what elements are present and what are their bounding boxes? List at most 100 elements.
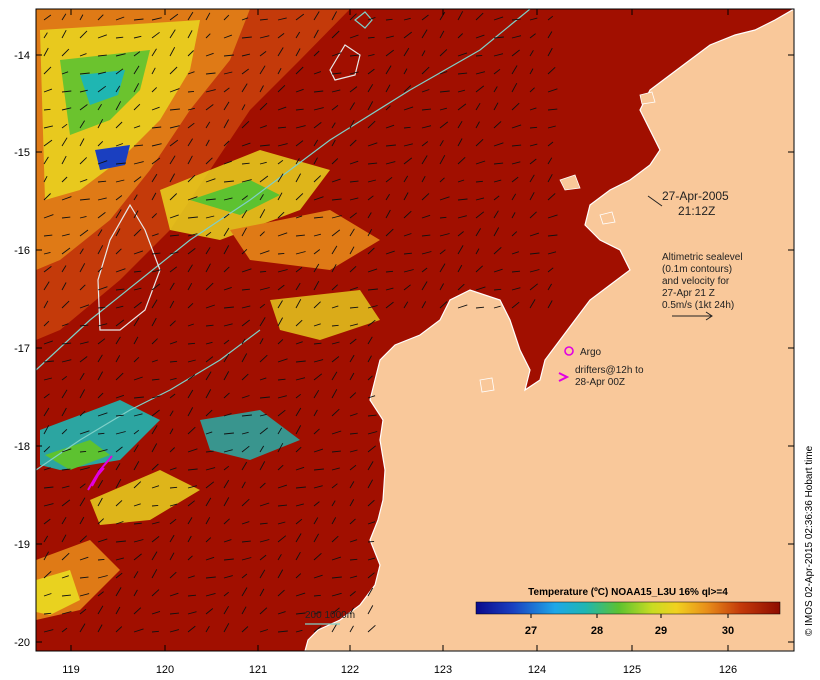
velocity-arrow: [61, 71, 69, 75]
velocity-arrow: [187, 500, 195, 507]
velocity-arrow: [547, 125, 556, 129]
velocity-arrow: [421, 281, 428, 291]
velocity-arrow: [169, 13, 179, 21]
velocity-arrow: [241, 53, 251, 57]
velocity-arrow: [61, 300, 70, 309]
velocity-arrow: [151, 283, 161, 291]
velocity-arrow: [97, 338, 106, 345]
velocity-arrow: [277, 521, 286, 525]
velocity-arrow: [349, 518, 356, 525]
velocity-arrow: [133, 503, 141, 507]
velocity-arrow: [295, 215, 303, 219]
velocity-arrow: [259, 377, 267, 381]
velocity-arrow: [385, 301, 394, 309]
velocity-arrow: [421, 251, 432, 255]
velocity-arrow: [241, 142, 251, 147]
velocity-arrow: [169, 552, 175, 561]
velocity-arrow: [331, 215, 342, 219]
x-tick-label: 124: [528, 664, 546, 676]
altimetry-line-3: and velocity for: [662, 276, 730, 287]
bathymetry-label: 200 1000m: [305, 610, 355, 621]
velocity-arrow: [385, 193, 390, 201]
velocity-arrow: [331, 89, 341, 93]
velocity-arrow: [331, 450, 341, 453]
velocity-arrow: [133, 589, 138, 597]
velocity-arrow: [169, 341, 178, 345]
velocity-arrow: [547, 214, 558, 219]
velocity-arrow: [151, 569, 158, 579]
velocity-arrow: [241, 521, 250, 525]
velocity-arrow: [61, 107, 72, 111]
velocity-arrow: [511, 124, 522, 129]
velocity-arrow: [43, 125, 54, 129]
velocity-arrow: [259, 445, 265, 453]
velocity-arrow: [259, 413, 267, 417]
velocity-arrow: [367, 395, 376, 399]
velocity-arrow: [349, 34, 359, 39]
velocity-arrow: [205, 431, 213, 435]
velocity-arrow: [115, 572, 123, 579]
velocity-arrow: [421, 141, 429, 147]
velocity-arrow: [115, 101, 122, 111]
velocity-arrow: [313, 71, 322, 75]
velocity-arrow: [295, 425, 302, 435]
velocity-arrow: [331, 324, 339, 327]
velocity-arrow: [169, 360, 178, 363]
velocity-arrow: [403, 252, 412, 255]
velocity-arrow: [259, 209, 266, 219]
velocity-arrow: [439, 301, 448, 309]
velocity-arrow: [43, 446, 51, 453]
velocity-arrow: [367, 540, 375, 543]
velocity-arrow: [349, 71, 359, 75]
velocity-arrow: [313, 485, 323, 489]
velocity-arrow: [151, 551, 158, 561]
velocity-arrow: [61, 428, 68, 435]
velocity-arrow: [349, 432, 358, 435]
velocity-arrow: [403, 233, 412, 237]
velocity-arrow: [43, 593, 52, 597]
velocity-arrow: [61, 627, 68, 633]
velocity-arrow: [205, 341, 213, 345]
velocity-arrow: [115, 414, 124, 417]
velocity-arrow: [151, 521, 160, 525]
velocity-arrow: [295, 341, 303, 345]
velocity-arrow: [439, 233, 450, 237]
velocity-arrow: [475, 85, 485, 93]
velocity-arrow: [457, 231, 464, 237]
velocity-arrow: [79, 430, 90, 435]
velocity-arrow: [295, 88, 304, 93]
velocity-arrow: [241, 540, 251, 543]
credit-label: © IMOS 02-Apr-2015 02:36:36 Hobart time: [804, 445, 815, 636]
velocity-arrow: [439, 140, 444, 147]
velocity-arrow: [277, 611, 286, 615]
velocity-arrow: [439, 121, 449, 129]
velocity-arrow: [259, 231, 265, 237]
velocity-arrow: [241, 395, 250, 399]
velocity-arrow: [169, 486, 178, 489]
velocity-arrow: [115, 557, 125, 561]
velocity-arrow: [331, 389, 338, 399]
velocity-arrow: [475, 12, 484, 21]
velocity-arrow: [313, 50, 320, 57]
velocity-arrow: [187, 535, 192, 543]
velocity-arrow: [43, 518, 51, 525]
velocity-arrow: [61, 48, 70, 57]
velocity-arrow: [115, 268, 126, 273]
velocity-arrow: [187, 11, 194, 21]
velocity-arrow: [385, 176, 393, 183]
velocity-arrow: [547, 31, 553, 39]
velocity-arrow: [277, 484, 288, 489]
velocity-arrow: [61, 342, 72, 345]
velocity-arrow: [349, 539, 358, 543]
velocity-arrow: [385, 228, 394, 237]
velocity-arrow: [529, 192, 535, 201]
velocity-arrow: [259, 250, 270, 255]
velocity-arrow: [115, 228, 121, 237]
velocity-arrow: [367, 101, 374, 111]
velocity-arrow: [79, 284, 86, 291]
velocity-arrow: [169, 155, 176, 165]
velocity-arrow: [169, 428, 174, 435]
velocity-arrow: [169, 125, 180, 129]
velocity-arrow: [241, 268, 252, 273]
velocity-arrow: [331, 229, 341, 237]
